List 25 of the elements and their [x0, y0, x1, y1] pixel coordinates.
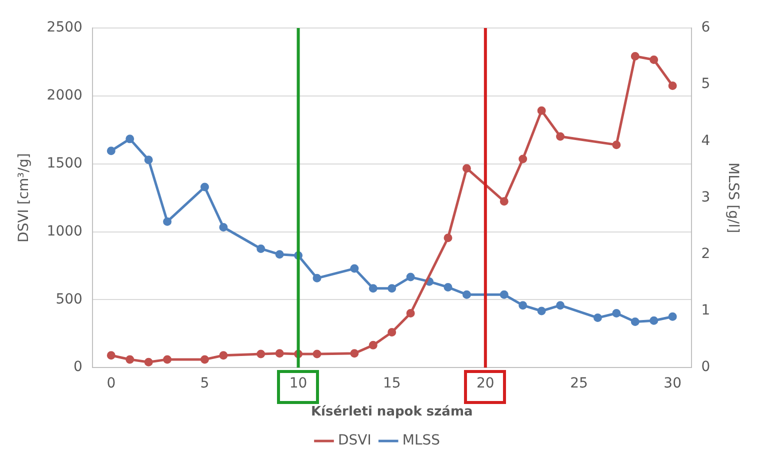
- y-axis-title: DSVI [cm³/g]: [16, 153, 32, 242]
- x-tick-label: 15: [382, 376, 401, 392]
- x-tick-label: 10: [289, 376, 308, 392]
- x-tick-label: 0: [106, 376, 116, 392]
- y2-tick-label: 3: [701, 189, 710, 206]
- legend-label: MLSS: [402, 432, 440, 449]
- x-axis-title: Kísérleti napok száma: [310, 404, 473, 420]
- y2-tick-label: 1: [701, 302, 710, 319]
- x-tick-label: 5: [200, 376, 210, 392]
- y-tick-label: 2000: [46, 88, 82, 104]
- y2-axis-title: MLSS [g/l]: [724, 162, 741, 234]
- y2-tick-label: 4: [701, 132, 710, 149]
- y-tick-label: 2500: [46, 20, 82, 36]
- x-tick-label: 20: [476, 376, 494, 392]
- x-tick-label: 30: [664, 376, 682, 392]
- y2-tick-label: 6: [701, 20, 710, 36]
- legend-label: DSVI: [338, 432, 372, 449]
- y-tick-label: 0: [74, 359, 82, 376]
- y2-tick-label: 2: [701, 246, 710, 262]
- y2-tick-label: 5: [701, 76, 710, 92]
- y-tick-label: 1500: [46, 155, 82, 172]
- x-tick-label: 25: [570, 376, 588, 392]
- y-tick-label: 1000: [46, 223, 82, 240]
- y-tick-label: 500: [56, 291, 82, 308]
- y2-tick-label: 0: [701, 359, 710, 376]
